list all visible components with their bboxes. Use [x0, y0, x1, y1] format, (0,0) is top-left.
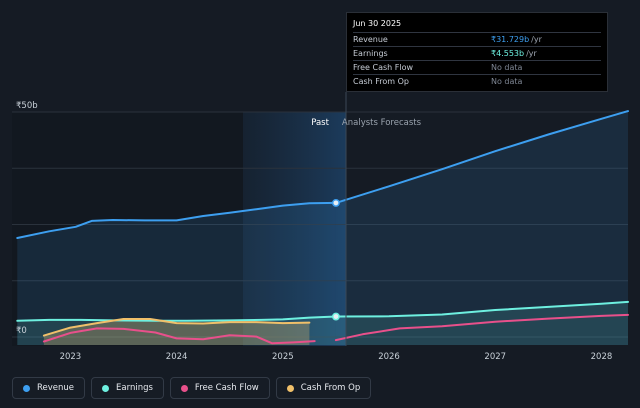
legend-item-cash-from-op[interactable]: Cash From Op	[275, 377, 372, 399]
tooltip-date: Jun 30 2025	[353, 19, 402, 28]
tooltip-value: No data	[491, 63, 523, 72]
tooltip-value: ₹31.729b	[491, 35, 530, 44]
tooltip-label: Free Cash Flow	[353, 63, 414, 72]
y-tick-label: ₹0	[16, 326, 27, 336]
tooltip-unit: /yr	[526, 49, 537, 58]
tooltip: Jun 30 2025 Revenue ₹31.729b/yr Earnings ₹4…	[346, 12, 608, 92]
cash-from-op-line	[42, 318, 311, 337]
x-tick-label: 2025	[272, 352, 294, 362]
revenue-area	[17, 202, 336, 345]
x-tick-label: 2024	[166, 352, 188, 362]
free-cash-flow-line	[42, 327, 316, 345]
legend-label: Free Cash Flow	[194, 383, 259, 393]
tooltip-row-free-cash-flow: Free Cash Flow No data	[353, 60, 601, 74]
forecast-label: Analysts Forecasts	[342, 118, 422, 128]
x-tick-label: 2023	[60, 352, 82, 362]
tooltip-row-revenue: Revenue ₹31.729b/yr	[353, 32, 601, 46]
tooltip-row-cash-from-op: Cash From Op No data	[353, 74, 601, 88]
x-tick-label: 2028	[591, 352, 613, 362]
legend-dot-icon	[286, 384, 294, 392]
tooltip-label: Revenue	[353, 35, 388, 44]
legend-dot-icon	[102, 384, 110, 392]
revenue-forecast-line	[334, 110, 629, 204]
legend-label: Revenue	[37, 383, 75, 393]
tooltip-label: Cash From Op	[353, 77, 410, 86]
tooltip-value: No data	[491, 77, 523, 86]
legend: Revenue Earnings Free Cash Flow Cash From O…	[12, 377, 372, 399]
hover-marker	[331, 198, 340, 207]
free-cash-flow-forecast-line	[334, 313, 629, 342]
legend-label: Earnings	[116, 383, 153, 393]
x-tick-label: 2027	[484, 352, 506, 362]
legend-item-free-cash-flow[interactable]: Free Cash Flow	[169, 377, 270, 399]
earnings-line	[16, 315, 337, 322]
tooltip-value: ₹4.553b	[491, 49, 525, 58]
revenue-forecast-area	[335, 111, 628, 345]
tooltip-unit: /yr	[531, 35, 542, 44]
legend-dot-icon	[180, 384, 188, 392]
tooltip-row-earnings: Earnings ₹4.553b/yr	[353, 46, 601, 60]
highlight-region	[243, 112, 346, 346]
legend-item-revenue[interactable]: Revenue	[12, 377, 86, 399]
tooltip-label: Earnings	[353, 49, 388, 58]
x-tick-label: 2026	[378, 352, 400, 362]
y-tick-label: ₹50b	[16, 101, 38, 111]
legend-dot-icon	[23, 384, 30, 392]
past-label: Past	[311, 118, 329, 128]
legend-label: Cash From Op	[300, 383, 361, 393]
revenue-line	[16, 201, 337, 239]
cash-from-op-area	[43, 319, 310, 345]
hover-marker	[331, 312, 340, 321]
legend-item-earnings[interactable]: Earnings	[91, 377, 164, 399]
earnings-forecast-line	[334, 300, 629, 318]
